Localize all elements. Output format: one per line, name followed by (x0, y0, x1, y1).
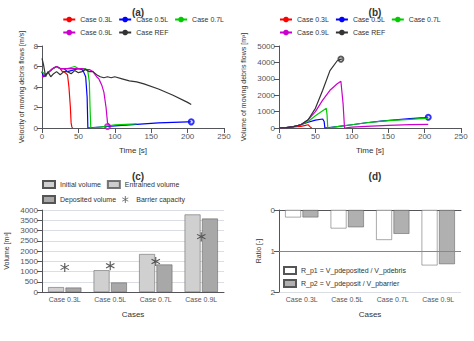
svg-text:Deposited volume: Deposited volume (60, 196, 116, 204)
svg-text:Case 0.7L: Case 0.7L (409, 16, 441, 23)
svg-text:Case 0.5L: Case 0.5L (136, 16, 169, 23)
svg-text:1000: 1000 (257, 107, 275, 116)
svg-text:50: 50 (74, 132, 83, 141)
svg-text:2000: 2000 (20, 247, 38, 256)
svg-text:200: 200 (418, 132, 432, 141)
svg-text:250: 250 (217, 132, 231, 141)
svg-text:2500: 2500 (20, 236, 38, 245)
svg-text:0: 0 (34, 288, 39, 297)
svg-text:Case 0.9L: Case 0.9L (297, 29, 329, 36)
svg-text:4: 4 (34, 83, 39, 92)
svg-text:Case 0.7L: Case 0.7L (140, 296, 172, 303)
svg-text:(b): (b) (369, 7, 382, 18)
svg-text:Time [s]: Time [s] (356, 146, 384, 155)
svg-text:250: 250 (454, 132, 468, 141)
svg-text:Entrained volume: Entrained volume (125, 181, 180, 188)
svg-text:0: 0 (271, 124, 276, 133)
svg-text:Barrier capacity: Barrier capacity (136, 196, 185, 204)
svg-text:3000: 3000 (20, 226, 38, 235)
svg-text:3000: 3000 (257, 74, 275, 83)
svg-text:(c): (c) (132, 171, 144, 182)
svg-text:50: 50 (311, 132, 320, 141)
svg-text:Case 0.9L: Case 0.9L (80, 29, 112, 36)
svg-text:Ratio [-]: Ratio [-] (255, 239, 263, 264)
svg-text:100: 100 (345, 132, 359, 141)
svg-text:Case 0.9L: Case 0.9L (422, 296, 454, 303)
svg-text:(d): (d) (369, 171, 382, 182)
svg-text:0: 0 (34, 124, 39, 133)
svg-text:R_p2 = V_pdeposit / V_pbarrier: R_p2 = V_pdeposit / V_pbarrier (301, 280, 400, 288)
svg-text:3500: 3500 (20, 216, 38, 225)
svg-text:Time [s]: Time [s] (119, 146, 147, 155)
svg-text:1: 1 (271, 247, 276, 256)
svg-text:6: 6 (34, 62, 39, 71)
svg-text:2000: 2000 (257, 91, 275, 100)
svg-text:Case 0.5L: Case 0.5L (94, 296, 126, 303)
svg-text:150: 150 (382, 132, 396, 141)
svg-text:500: 500 (25, 277, 39, 286)
svg-text:0: 0 (277, 132, 282, 141)
svg-text:Cases: Cases (359, 310, 382, 319)
svg-text:150: 150 (145, 132, 159, 141)
svg-text:0: 0 (40, 132, 45, 141)
svg-text:4000: 4000 (20, 206, 38, 215)
svg-text:Case 0.7L: Case 0.7L (377, 296, 409, 303)
svg-text:200: 200 (181, 132, 195, 141)
svg-text:2: 2 (271, 288, 276, 297)
svg-text:Case 0.5L: Case 0.5L (352, 16, 385, 23)
svg-text:0: 0 (271, 206, 276, 215)
svg-text:Case 0.3L: Case 0.3L (49, 296, 81, 303)
svg-text:Case 0.3L: Case 0.3L (286, 296, 318, 303)
svg-text:R_p1 = V_pdeposited / V_pdebri: R_p1 = V_pdeposited / V_pdebris (301, 267, 406, 275)
svg-text:Case 0.7L: Case 0.7L (192, 16, 224, 23)
svg-text:Velocity of moving debris flow: Velocity of moving debris flows [m/s] (18, 31, 26, 143)
svg-text:1500: 1500 (20, 257, 38, 266)
svg-text:4000: 4000 (257, 58, 275, 67)
svg-text:Volume of moving debris flows: Volume of moving debris flows [m³] (240, 33, 248, 142)
svg-text:(a): (a) (132, 7, 144, 18)
svg-text:Case 0.3L: Case 0.3L (297, 16, 329, 23)
svg-text:Cases: Cases (122, 310, 145, 319)
svg-text:Case 0.9L: Case 0.9L (185, 296, 217, 303)
svg-text:1000: 1000 (20, 267, 38, 276)
svg-text:Case 0.3L: Case 0.3L (80, 16, 112, 23)
svg-text:Case REF: Case REF (353, 29, 385, 36)
svg-text:Initial volume: Initial volume (60, 181, 101, 188)
svg-text:Case REF: Case REF (136, 29, 168, 36)
svg-text:100: 100 (108, 132, 122, 141)
svg-text:Case 0.5L: Case 0.5L (331, 296, 363, 303)
svg-text:5000: 5000 (257, 42, 275, 51)
svg-text:8: 8 (34, 42, 39, 51)
svg-text:2: 2 (34, 103, 39, 112)
svg-text:Volume [m³]: Volume [m³] (3, 232, 11, 269)
